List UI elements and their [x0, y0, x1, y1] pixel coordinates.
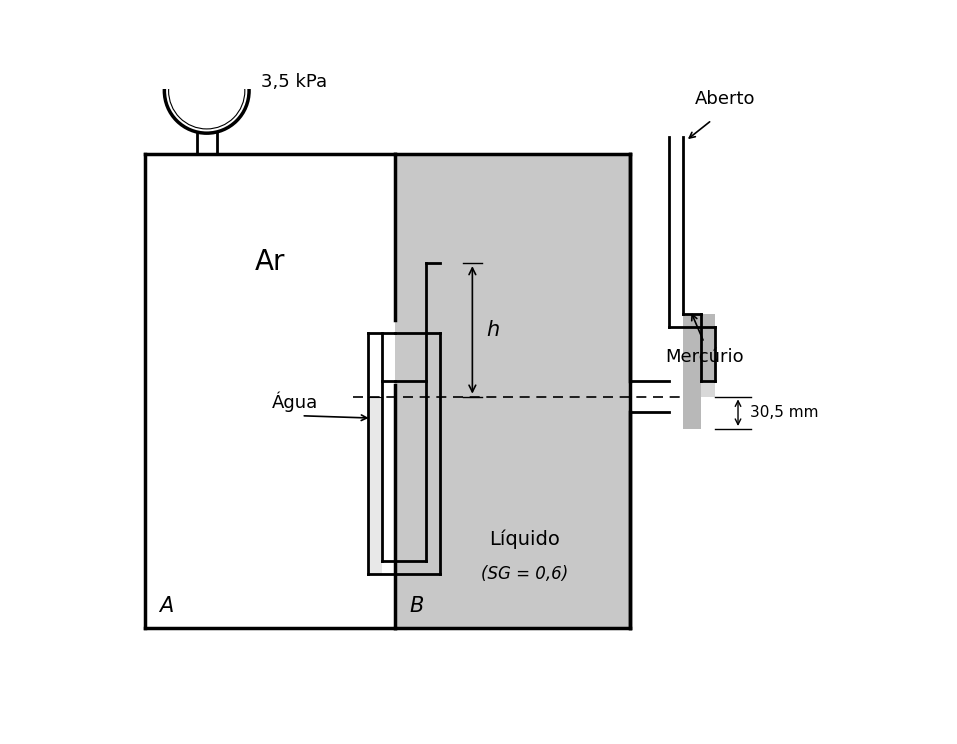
- Text: Aberto: Aberto: [695, 90, 755, 108]
- Text: 30,5 mm: 30,5 mm: [749, 405, 818, 420]
- Text: Líquido: Líquido: [489, 529, 560, 549]
- Text: Ar: Ar: [255, 248, 285, 276]
- Bar: [682, 314, 701, 429]
- Text: Água: Água: [272, 391, 319, 412]
- Text: B: B: [410, 596, 424, 616]
- Text: Mercúrio: Mercúrio: [665, 348, 744, 366]
- Bar: [368, 397, 382, 574]
- Text: A: A: [159, 596, 173, 616]
- Bar: [701, 381, 715, 397]
- Text: 3,5 kPa: 3,5 kPa: [260, 73, 326, 91]
- Circle shape: [168, 53, 245, 129]
- Bar: [395, 154, 631, 627]
- Text: (SG = 0,6): (SG = 0,6): [480, 565, 568, 583]
- Bar: [701, 314, 715, 397]
- Bar: [145, 154, 395, 627]
- Text: h: h: [486, 320, 500, 340]
